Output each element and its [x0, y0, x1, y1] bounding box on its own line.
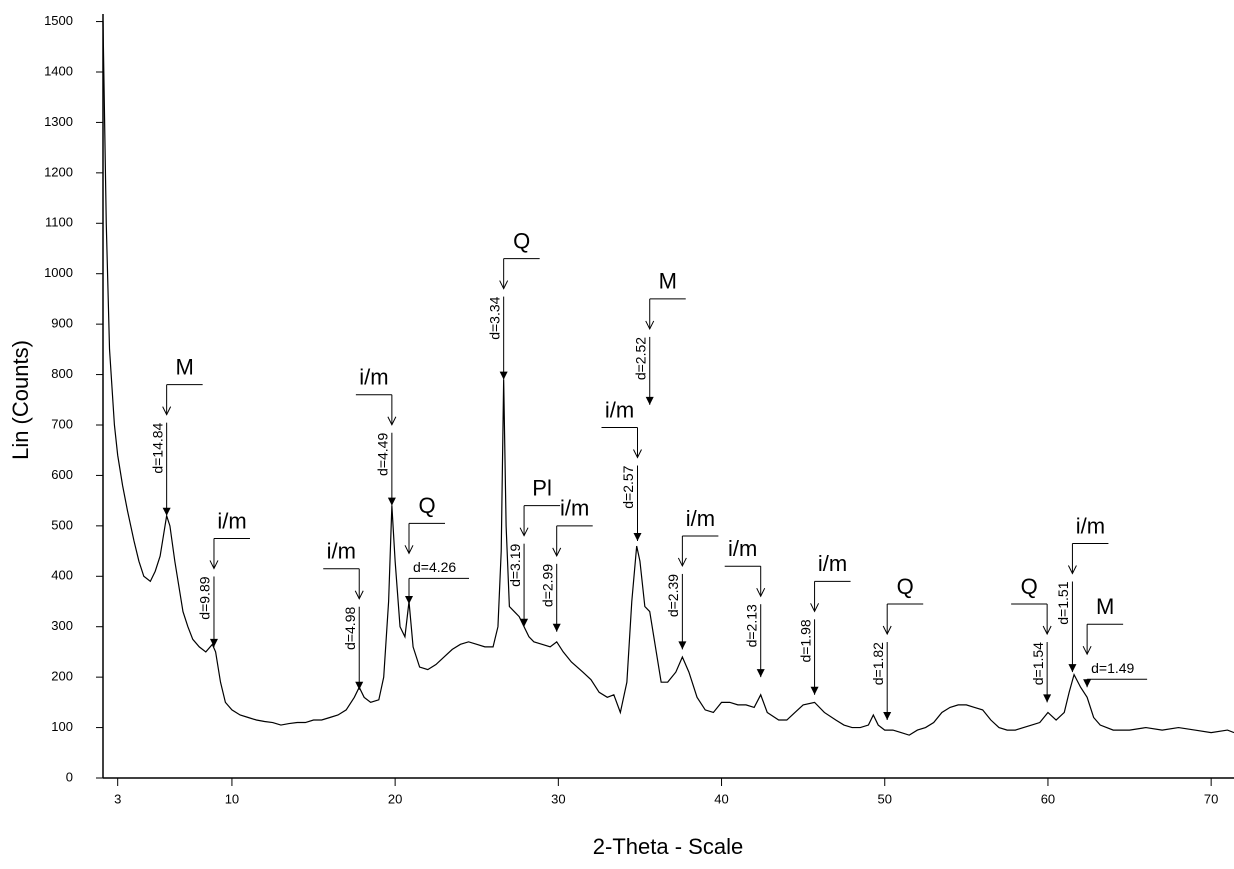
- d-label: d=1.54: [1030, 642, 1046, 685]
- phase-arrowhead: [404, 545, 414, 555]
- y-tick-label: 500: [51, 517, 73, 532]
- xrd-pattern: [102, 21, 1234, 736]
- phase-arrowhead: [810, 603, 820, 613]
- y-tick-label: 1100: [45, 215, 73, 230]
- d-label: d=2.13: [743, 604, 759, 647]
- x-tick-label: 50: [878, 791, 892, 806]
- peak-marker: [499, 371, 508, 380]
- y-tick-label: 300: [51, 618, 73, 633]
- phase-arrowhead: [209, 560, 219, 570]
- d-label: d=3.34: [486, 296, 502, 339]
- phase-arrowhead: [519, 527, 529, 537]
- peak-marker: [678, 641, 687, 650]
- y-tick-label: 1300: [44, 114, 73, 129]
- d-label: d=4.26: [413, 559, 456, 575]
- peak-marker: [756, 669, 765, 678]
- d-label: d=1.51: [1055, 581, 1071, 624]
- y-tick-label: 800: [51, 366, 73, 381]
- phase-label: M: [659, 269, 677, 294]
- phase-arrowhead: [633, 449, 642, 459]
- phase-label: Pl: [532, 475, 552, 500]
- x-tick-label: 60: [1041, 791, 1055, 806]
- d-label: d=14.84: [149, 422, 165, 473]
- x-tick-label: 40: [714, 791, 728, 806]
- peak-marker: [645, 396, 654, 405]
- y-tick-label: 200: [51, 669, 73, 684]
- peak-marker: [1043, 694, 1052, 703]
- phase-label: Q: [513, 228, 530, 253]
- phase-arrowhead: [354, 590, 364, 600]
- phase-label: i/m: [605, 397, 634, 422]
- phase-arrowhead: [1082, 645, 1092, 656]
- phase-label: i/m: [728, 536, 757, 561]
- peak-marker: [405, 596, 414, 605]
- phase-label: M: [1096, 594, 1114, 619]
- d-label: d=2.39: [665, 574, 681, 617]
- phase-arrowhead: [1042, 625, 1052, 636]
- phase-label: Q: [897, 574, 914, 599]
- peak-marker: [633, 532, 642, 541]
- d-label: d=4.49: [375, 433, 391, 476]
- x-tick-label: 30: [551, 791, 565, 806]
- y-tick-label: 900: [51, 316, 73, 331]
- phase-arrowhead: [162, 406, 172, 416]
- y-tick-label: 400: [51, 568, 73, 583]
- phase-label: i/m: [686, 506, 715, 531]
- x-tick-label: 70: [1204, 791, 1218, 806]
- phase-label: Q: [1021, 574, 1038, 599]
- d-label: d=2.52: [632, 337, 648, 380]
- y-tick-label: 1200: [44, 164, 73, 179]
- d-label: d=9.89: [197, 576, 213, 619]
- phase-label: M: [175, 354, 193, 379]
- phase-arrowhead: [1067, 565, 1077, 575]
- peak-marker: [810, 686, 819, 695]
- y-tick-label: 100: [51, 719, 73, 734]
- phase-arrowhead: [882, 625, 892, 636]
- phase-arrowhead: [499, 280, 509, 290]
- peak-marker: [883, 712, 892, 721]
- y-tick-label: 1500: [44, 13, 73, 28]
- phase-arrowhead: [645, 320, 655, 331]
- phase-label: i/m: [327, 539, 356, 564]
- d-label: d=3.19: [507, 543, 523, 586]
- y-tick-label: 1000: [44, 265, 73, 280]
- d-label: d=1.98: [797, 619, 813, 662]
- phase-arrowhead: [387, 416, 397, 426]
- phase-label: i/m: [217, 508, 246, 533]
- d-label: d=2.57: [620, 465, 636, 508]
- y-tick-label: 1400: [44, 63, 73, 78]
- phase-label: i/m: [818, 551, 847, 576]
- peak-marker: [162, 507, 171, 516]
- d-label: d=1.49: [1091, 660, 1134, 676]
- peak-marker: [552, 623, 561, 632]
- peak-marker: [209, 638, 218, 647]
- y-tick-label: 700: [51, 416, 73, 431]
- d-label: d=2.99: [539, 564, 555, 607]
- peak-marker: [355, 681, 364, 690]
- phase-label: i/m: [560, 496, 589, 521]
- y-tick-label: 600: [51, 467, 73, 482]
- x-tick-label: 3: [114, 791, 121, 806]
- peak-marker: [1083, 679, 1092, 688]
- x-tick-label: 20: [388, 791, 402, 806]
- d-label: d=4.98: [342, 607, 358, 650]
- y-tick-label: 0: [66, 769, 73, 784]
- x-axis-title: 2-Theta - Scale: [593, 834, 743, 859]
- phase-label: Q: [418, 493, 435, 518]
- d-label: d=1.82: [870, 642, 886, 685]
- peak-marker: [1068, 664, 1077, 673]
- y-axis-title: Lin (Counts): [8, 340, 33, 460]
- peak-marker: [387, 497, 396, 506]
- phase-label: i/m: [1076, 513, 1105, 538]
- x-tick-label: 10: [225, 791, 239, 806]
- phase-arrowhead: [677, 557, 687, 568]
- phase-arrowhead: [756, 587, 766, 598]
- peak-marker: [520, 618, 529, 627]
- phase-label: i/m: [359, 365, 388, 390]
- phase-arrowhead: [552, 547, 562, 557]
